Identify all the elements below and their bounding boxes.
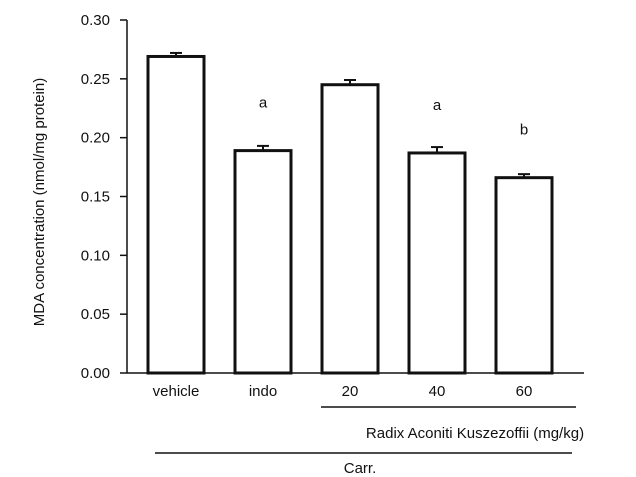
bar — [233, 149, 293, 375]
group-label-carr: Carr. — [344, 460, 377, 477]
y-tick-label: 0.10 — [81, 247, 110, 264]
y-axis-title: MDA concentration (nmol/mg protein) — [31, 78, 48, 326]
y-tick-label: 0.30 — [81, 12, 110, 29]
y-tick-label: 0.20 — [81, 130, 110, 147]
group-label-radix: Radix Aconiti Kuszezoffii (mg/kg) — [366, 425, 584, 442]
x-axis-tick-labels: vehicle indo 20 40 60 — [153, 383, 533, 400]
error-bars — [170, 51, 530, 178]
y-tick-label: 0.25 — [81, 71, 110, 88]
x-tick-label: vehicle — [153, 383, 200, 400]
x-tick-label: 60 — [516, 383, 533, 400]
y-axis-ticks: 0.00 0.05 0.10 0.15 0.20 0.25 0.30 — [81, 12, 127, 382]
bar — [146, 54, 206, 375]
bar — [494, 176, 554, 375]
bars — [146, 54, 554, 375]
annotations: a a b — [259, 95, 528, 139]
x-tick-label: 40 — [429, 383, 446, 400]
x-tick-label: 20 — [342, 383, 359, 400]
y-tick-label: 0.05 — [81, 306, 110, 323]
x-tick-label: indo — [249, 383, 277, 400]
y-tick-label: 0.00 — [81, 365, 110, 382]
significance-label: a — [259, 95, 268, 112]
significance-label: a — [433, 97, 442, 114]
significance-label: b — [520, 122, 528, 139]
y-tick-label: 0.15 — [81, 189, 110, 206]
bar — [320, 83, 380, 375]
bar — [407, 151, 467, 375]
